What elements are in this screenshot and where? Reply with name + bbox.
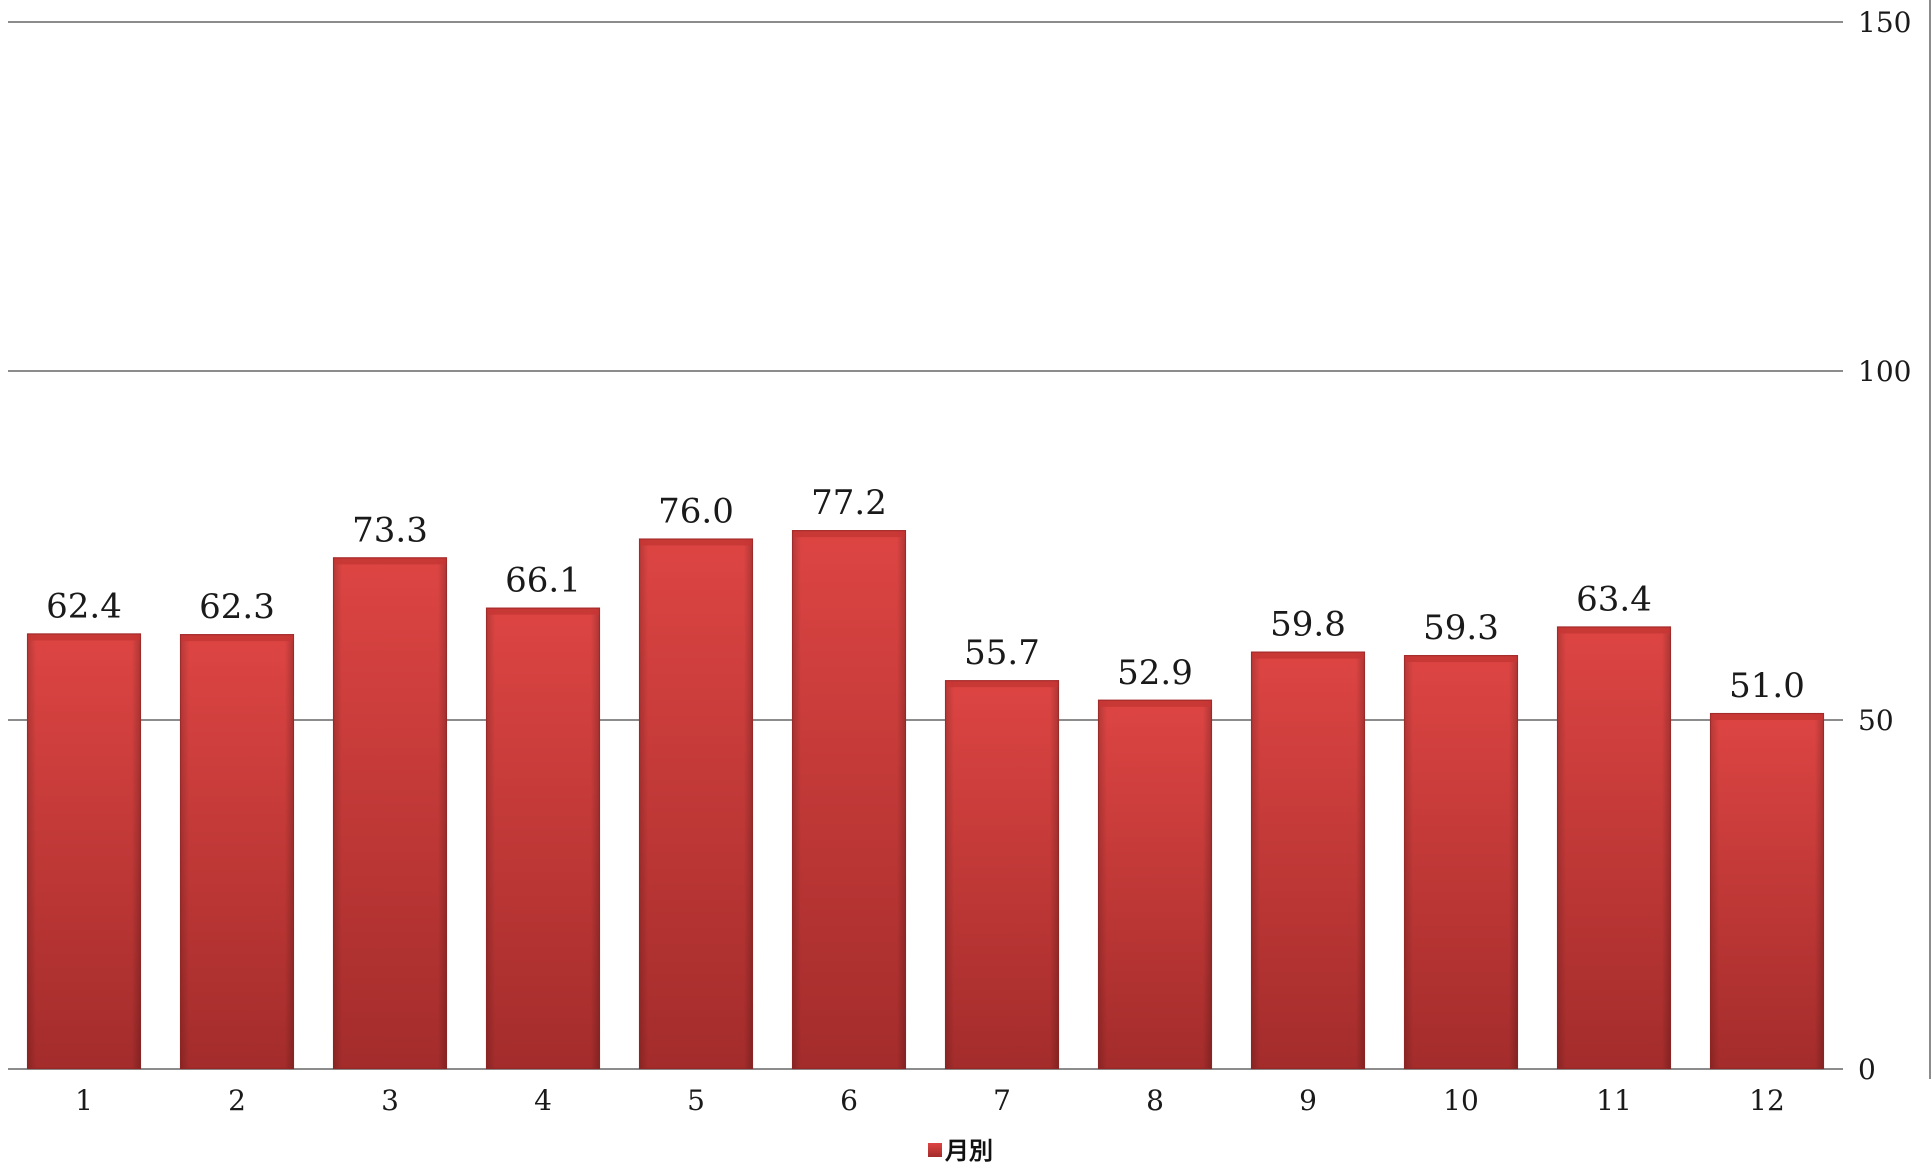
x-tick-label: 4 — [534, 1084, 552, 1117]
bar — [638, 538, 754, 1070]
data-label: 62.4 — [46, 586, 122, 626]
bar — [1250, 651, 1366, 1070]
bar — [332, 557, 448, 1070]
bar — [791, 530, 907, 1070]
bar — [944, 680, 1060, 1070]
legend-swatch — [928, 1143, 942, 1157]
data-label: 76.0 — [658, 492, 734, 532]
y-tick-label: 0 — [1858, 1053, 1876, 1086]
x-tick-label: 12 — [1749, 1084, 1785, 1117]
x-tick-label: 3 — [381, 1084, 399, 1117]
x-tick-label: 6 — [840, 1084, 858, 1117]
bar — [1097, 699, 1213, 1070]
data-label: 55.7 — [964, 633, 1040, 673]
bar — [26, 633, 142, 1070]
bars — [26, 530, 1825, 1070]
data-label: 66.1 — [505, 561, 581, 601]
data-label: 51.0 — [1729, 666, 1805, 706]
x-tick-label: 11 — [1596, 1084, 1632, 1117]
x-tick-label: 9 — [1299, 1084, 1317, 1117]
data-label: 73.3 — [352, 510, 428, 550]
x-tick-label: 1 — [75, 1084, 93, 1117]
data-label: 59.8 — [1270, 605, 1346, 645]
data-label: 77.2 — [811, 483, 887, 523]
x-tick-label: 5 — [687, 1084, 705, 1117]
y-tick-label: 150 — [1858, 6, 1911, 39]
legend: 月別 — [928, 1137, 993, 1165]
x-axis-ticks: 1 2 3 4 5 6 7 8 9 10 11 12 — [75, 1084, 1785, 1117]
legend-label-monthly: 月別 — [944, 1137, 993, 1165]
data-labels: 62.4 62.3 73.3 66.1 76.0 77.2 55.7 52.9 59.8 59.3… — [46, 483, 1805, 706]
bar — [179, 634, 295, 1070]
x-tick-label: 8 — [1146, 1084, 1164, 1117]
data-label: 62.3 — [199, 587, 275, 627]
gridlines — [8, 0, 1931, 1079]
x-tick-label: 10 — [1443, 1084, 1479, 1117]
x-tick-label: 2 — [228, 1084, 246, 1117]
bar — [1556, 626, 1672, 1070]
bar — [485, 607, 601, 1070]
data-label: 59.3 — [1423, 608, 1499, 648]
x-tick-label: 7 — [993, 1084, 1011, 1117]
bar — [1403, 654, 1519, 1070]
y-tick-label: 50 — [1858, 704, 1894, 737]
data-label: 52.9 — [1117, 653, 1193, 693]
y-axis-ticks: 0 50 100 150 — [1858, 6, 1911, 1086]
bar — [1709, 712, 1825, 1070]
y-tick-label: 100 — [1858, 355, 1911, 388]
data-label: 63.4 — [1576, 579, 1652, 619]
